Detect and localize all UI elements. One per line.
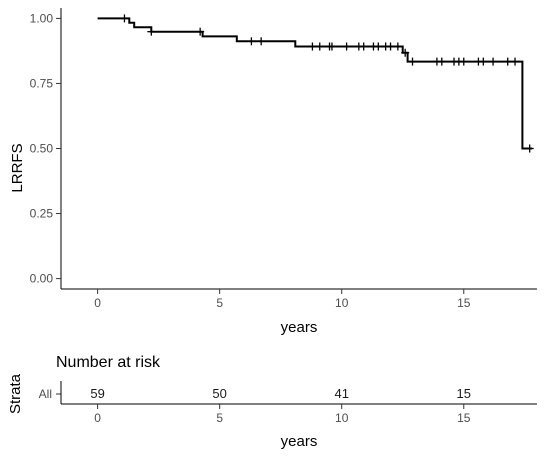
risk-strata-axis-title: Strata: [7, 373, 24, 414]
censor-mark: [315, 42, 324, 51]
censor-mark: [327, 42, 336, 51]
y-axis-ticks: 0.00 0.25 0.50 0.75 1.00: [30, 11, 61, 286]
censor-mark: [342, 42, 351, 51]
y-tick-label: 0.25: [30, 207, 54, 221]
x-tick-label: 0: [94, 296, 101, 310]
y-tick-label: 0.50: [30, 142, 54, 156]
censor-mark: [147, 27, 156, 36]
risk-x-tick-label: 0: [94, 411, 101, 425]
censor-mark: [489, 57, 498, 66]
y-tick-label: 1.00: [30, 11, 54, 25]
survival-step-line: [97, 17, 533, 150]
censor-mark: [247, 37, 256, 46]
risk-count: 41: [334, 386, 348, 401]
censor-mark: [308, 42, 317, 51]
risk-count: 50: [212, 386, 226, 401]
x-tick-label: 10: [335, 296, 349, 310]
x-axis-title: years: [281, 319, 318, 336]
risk-count: 15: [457, 386, 471, 401]
risk-x-tick-label: 15: [457, 411, 471, 425]
censor-mark: [386, 42, 395, 51]
risk-x-tick-label: 5: [216, 411, 223, 425]
censor-mark: [525, 144, 534, 153]
censor-mark: [401, 48, 410, 57]
x-axis-ticks: 0 5 10 15: [94, 289, 471, 310]
y-axis-title: LRRFS: [9, 143, 26, 192]
risk-x-axis-ticks: 0 5 10 15: [94, 404, 471, 425]
survival-plot: 0.00 0.25 0.50 0.75 1.00 0 5 10 15 years LRRFS: [9, 8, 537, 336]
y-tick-label: 0.75: [30, 76, 54, 90]
survival-curve: [97, 17, 533, 150]
censor-mark: [374, 42, 383, 51]
censor-mark: [459, 57, 468, 66]
risk-table-title: Number at risk: [56, 354, 161, 371]
censor-marks: [120, 14, 534, 153]
strata-label-all: All: [39, 387, 52, 401]
censor-mark: [511, 57, 520, 66]
censor-mark: [408, 57, 417, 66]
y-tick-label: 0.00: [30, 272, 54, 286]
risk-table: Number at risk Strata All 59 50 41 15 0 5 10 1…: [7, 354, 537, 450]
x-tick-label: 15: [457, 296, 471, 310]
risk-x-axis-title: years: [281, 433, 318, 450]
censor-mark: [257, 37, 266, 46]
censor-mark: [196, 27, 205, 36]
censor-mark: [479, 57, 488, 66]
censor-mark: [393, 42, 402, 51]
censor-mark: [359, 42, 368, 51]
censor-mark: [437, 57, 446, 66]
risk-x-tick-label: 10: [335, 411, 349, 425]
x-tick-label: 5: [216, 296, 223, 310]
risk-count: 59: [90, 386, 104, 401]
risk-counts: 59 50 41 15: [90, 386, 471, 401]
censor-mark: [503, 57, 512, 66]
censor-mark: [120, 14, 129, 23]
